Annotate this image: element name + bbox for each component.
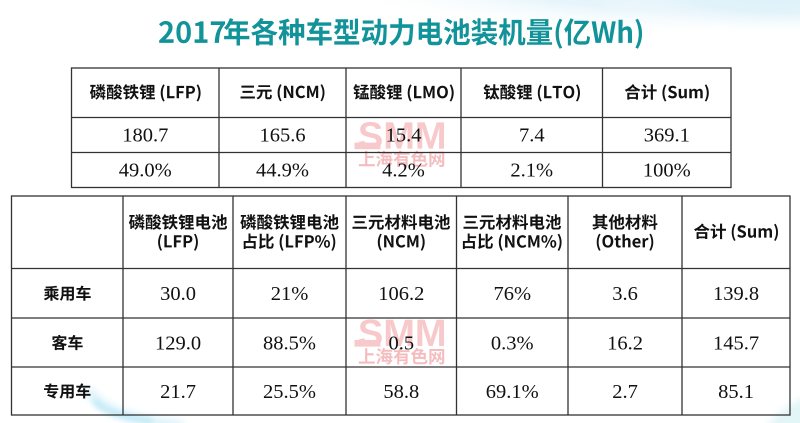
svg-text:58.8: 58.8 xyxy=(383,381,419,403)
svg-text:21%: 21% xyxy=(271,283,309,305)
svg-text:21.7: 21.7 xyxy=(160,381,196,403)
svg-text:0.3%: 0.3% xyxy=(491,332,534,354)
svg-text:2.1%: 2.1% xyxy=(510,160,553,182)
svg-text:16.2: 16.2 xyxy=(607,332,643,354)
svg-text:85.1: 85.1 xyxy=(718,381,754,403)
svg-text:69.1%: 69.1% xyxy=(486,381,539,403)
svg-text:369.1: 369.1 xyxy=(644,125,690,147)
svg-text:139.8: 139.8 xyxy=(713,283,759,305)
svg-text:129.0: 129.0 xyxy=(155,332,201,354)
svg-text:88.5%: 88.5% xyxy=(263,332,316,354)
svg-text:0.5: 0.5 xyxy=(388,332,414,354)
svg-text:7.4: 7.4 xyxy=(519,125,545,147)
svg-text:25.5%: 25.5% xyxy=(263,381,316,403)
svg-text:100%: 100% xyxy=(643,160,691,182)
svg-text:106.2: 106.2 xyxy=(378,283,424,305)
svg-text:30.0: 30.0 xyxy=(160,283,196,305)
svg-text:165.6: 165.6 xyxy=(259,125,305,147)
svg-text:180.7: 180.7 xyxy=(122,125,168,147)
svg-text:15.4: 15.4 xyxy=(386,125,422,147)
svg-text:4.2%: 4.2% xyxy=(382,160,425,182)
svg-text:49.0%: 49.0% xyxy=(119,160,172,182)
svg-text:76%: 76% xyxy=(493,283,531,305)
svg-text:2.7: 2.7 xyxy=(612,381,638,403)
svg-text:3.6: 3.6 xyxy=(612,283,638,305)
svg-text:44.9%: 44.9% xyxy=(256,160,309,182)
svg-text:145.7: 145.7 xyxy=(713,332,759,354)
